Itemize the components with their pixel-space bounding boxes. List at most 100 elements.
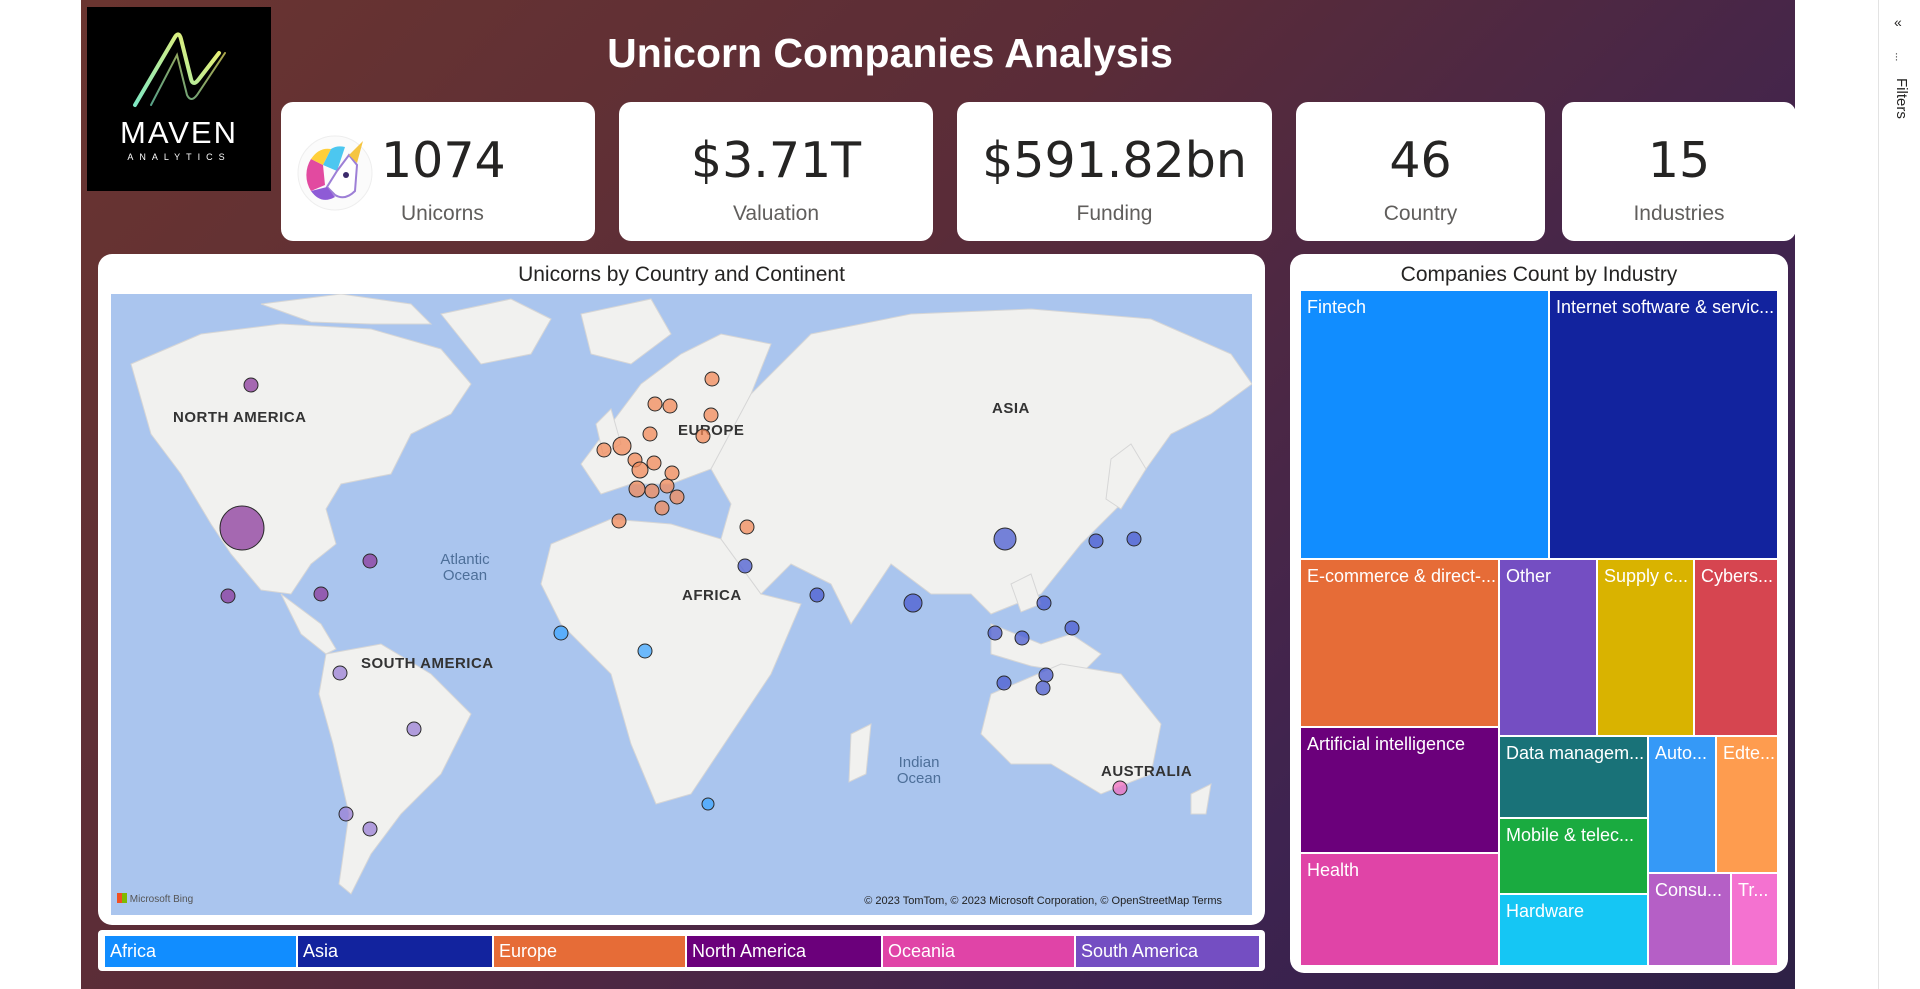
legend-oceania[interactable]: Oceania (883, 936, 1074, 967)
tile-artificial-intelligence[interactable]: Artificial intelligence (1300, 727, 1499, 853)
bubble-asia[interactable] (1035, 680, 1051, 696)
bubble-europe[interactable] (695, 428, 711, 444)
filters-pane[interactable]: « ⫶ Filters (1880, 10, 1920, 150)
world-landmass (130, 294, 1252, 895)
report-title: Unicorn Companies Analysis (607, 30, 1173, 76)
kpi-card-valuation[interactable]: $3.71T Valuation (619, 102, 933, 241)
bubble-europe[interactable] (647, 396, 663, 412)
bubble-asia[interactable] (1038, 667, 1054, 683)
legend-africa[interactable]: Africa (105, 936, 296, 967)
bubble-asia[interactable] (996, 675, 1012, 691)
bubble-south-america[interactable] (362, 821, 378, 837)
bubble-europe[interactable] (631, 461, 649, 479)
kpi-funding-label: Funding (1076, 202, 1153, 225)
legend-europe[interactable]: Europe (494, 936, 685, 967)
bing-attribution[interactable]: Microsoft Bing (117, 893, 193, 905)
tile-mobile-telecom[interactable]: Mobile & telec... (1499, 818, 1648, 894)
kpi-card-unicorns[interactable]: 1074 Unicorns (281, 102, 595, 241)
tile-cybersecurity[interactable]: Cybers... (1694, 559, 1778, 736)
continent-legend[interactable]: Africa Asia Europe North America Oceania… (98, 930, 1265, 971)
bubble-europe[interactable] (654, 500, 670, 516)
bubble-south-america[interactable] (406, 721, 422, 737)
bubble-europe[interactable] (646, 455, 662, 471)
bubble-north-america[interactable] (219, 505, 265, 551)
label-australia: AUSTRALIA (1101, 763, 1193, 780)
bubble-asia[interactable] (737, 558, 753, 574)
bubble-europe[interactable] (642, 426, 658, 442)
bubble-asia[interactable] (1036, 595, 1052, 611)
bubble-south-america[interactable] (332, 665, 348, 681)
tile-supply-chain[interactable]: Supply c... (1597, 559, 1694, 736)
bubble-europe[interactable] (612, 436, 632, 456)
treemap-canvas[interactable]: Fintech Internet software & servic... E-… (1300, 290, 1778, 966)
bubble-europe[interactable] (662, 398, 678, 414)
tile-travel[interactable]: Tr... (1731, 873, 1778, 966)
kpi-country-label: Country (1383, 202, 1458, 225)
kpi-country-value: 46 (1389, 132, 1452, 189)
label-atlantic-ocean: Atlantic Ocean (440, 551, 490, 584)
tile-internet-software[interactable]: Internet software & servic... (1549, 290, 1778, 559)
treemap-visual[interactable]: Companies Count by Industry Fintech Inte… (1290, 254, 1788, 973)
tile-data-management[interactable]: Data managem... (1499, 736, 1648, 818)
logo-wordmark: MAVEN (120, 115, 238, 150)
legend-south-america[interactable]: South America (1076, 936, 1259, 967)
bubble-asia[interactable] (809, 587, 825, 603)
legend-asia[interactable]: Asia (298, 936, 492, 967)
kpi-unicorns-value: 1074 (381, 132, 506, 189)
bubble-europe[interactable] (659, 478, 675, 494)
bubble-europe[interactable] (628, 480, 646, 498)
tile-edtech[interactable]: Edte... (1716, 736, 1778, 873)
bubble-asia[interactable] (903, 593, 923, 613)
kpi-valuation-value: $3.71T (690, 132, 862, 189)
label-south-america: SOUTH AMERICA (361, 655, 494, 672)
tile-other[interactable]: Other (1499, 559, 1597, 736)
label-north-america: NORTH AMERICA (173, 409, 307, 426)
bubble-europe[interactable] (704, 371, 720, 387)
bubble-europe[interactable] (664, 465, 680, 481)
tile-ecommerce[interactable]: E-commerce & direct-... (1300, 559, 1499, 727)
kpi-card-funding[interactable]: $591.82bn Funding (957, 102, 1272, 241)
tile-auto[interactable]: Auto... (1648, 736, 1716, 873)
bubble-europe[interactable] (596, 442, 612, 458)
bubble-europe[interactable] (703, 407, 719, 423)
map-bubbles[interactable] (111, 294, 1252, 915)
label-africa: AFRICA (682, 587, 742, 604)
bubble-north-america[interactable] (313, 586, 329, 602)
kpi-industries-value: 15 (1647, 132, 1711, 189)
bubble-africa[interactable] (637, 643, 653, 659)
kpi-unicorns-label: Unicorns (401, 202, 484, 225)
label-asia: ASIA (992, 400, 1030, 417)
bing-label: Microsoft Bing (129, 894, 194, 905)
kpi-funding-value: $591.82bn (982, 132, 1247, 189)
bubble-asia[interactable] (987, 625, 1003, 641)
map-visual[interactable]: Unicorns by Country and Continent (98, 254, 1265, 925)
bubble-europe[interactable] (669, 489, 685, 505)
bubble-africa[interactable] (553, 625, 569, 641)
kpi-valuation-label: Valuation (732, 202, 819, 225)
tile-fintech[interactable]: Fintech (1300, 290, 1549, 559)
legend-north-america[interactable]: North America (687, 936, 881, 967)
tile-hardware[interactable]: Hardware (1499, 894, 1648, 966)
bubble-europe[interactable] (739, 519, 755, 535)
bubble-asia[interactable] (1064, 620, 1080, 636)
tile-consumer[interactable]: Consu... (1648, 873, 1731, 966)
kpi-card-country[interactable]: 46 Country (1296, 102, 1545, 241)
bubble-north-america[interactable] (243, 377, 259, 393)
filters-label[interactable]: Filters (1893, 78, 1910, 119)
bubble-north-america[interactable] (362, 553, 378, 569)
map-copyright[interactable]: © 2023 TomTom, © 2023 Microsoft Corporat… (864, 895, 1222, 907)
bubble-asia[interactable] (1014, 630, 1030, 646)
bubble-oceania[interactable] (1112, 780, 1128, 796)
bubble-north-america[interactable] (220, 588, 236, 604)
bubble-europe[interactable] (644, 483, 660, 499)
bubble-asia[interactable] (1088, 533, 1104, 549)
tile-health[interactable]: Health (1300, 853, 1499, 966)
kpi-card-industries[interactable]: 15 Industries (1562, 102, 1796, 241)
map-canvas[interactable]: NORTH AMERICA SOUTH AMERICA EUROPE AFRIC… (111, 294, 1252, 915)
bubble-europe[interactable] (611, 513, 627, 529)
bubble-africa[interactable] (701, 797, 715, 811)
bubble-asia[interactable] (993, 527, 1017, 551)
collapse-chevron-icon[interactable]: « (1894, 14, 1902, 30)
bubble-asia[interactable] (1126, 531, 1142, 547)
bubble-south-america[interactable] (338, 806, 354, 822)
